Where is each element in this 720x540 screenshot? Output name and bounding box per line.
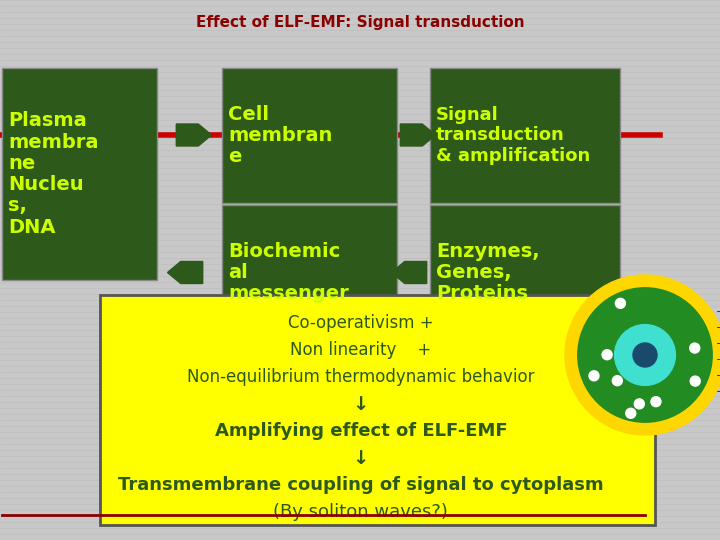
Circle shape: [633, 343, 657, 367]
Text: Non-equilibrium thermodynamic behavior: Non-equilibrium thermodynamic behavior: [187, 368, 534, 386]
Text: Transmembrane coupling of signal to cytoplasm: Transmembrane coupling of signal to cyto…: [118, 476, 603, 494]
Polygon shape: [400, 124, 436, 146]
Text: Co-operativism +: Co-operativism +: [288, 314, 433, 332]
Bar: [222, 68, 397, 203]
Bar: [430, 205, 620, 340]
Circle shape: [577, 288, 712, 422]
Text: Cell
membran
e: Cell membran e: [228, 105, 333, 166]
Text: ↓: ↓: [353, 395, 369, 414]
Bar: [222, 205, 397, 340]
Text: Effect of ELF-EMF: Signal transduction: Effect of ELF-EMF: Signal transduction: [196, 15, 524, 30]
Text: Enzymes,
Genes,
Proteins: Enzymes, Genes, Proteins: [436, 242, 539, 303]
Circle shape: [565, 275, 720, 435]
Bar: [100, 295, 655, 525]
Circle shape: [690, 376, 701, 386]
Text: Non linearity    +: Non linearity +: [290, 341, 431, 359]
Circle shape: [612, 376, 622, 386]
Text: Signal
transduction
& amplification: Signal transduction & amplification: [436, 106, 590, 165]
Polygon shape: [392, 261, 427, 284]
Text: ↓: ↓: [353, 449, 369, 468]
Circle shape: [615, 325, 675, 386]
Circle shape: [616, 298, 626, 308]
Polygon shape: [176, 124, 212, 146]
Circle shape: [690, 343, 700, 353]
Circle shape: [589, 371, 599, 381]
Text: Plasma
membra
ne
Nucleu
s,
DNA: Plasma membra ne Nucleu s, DNA: [8, 111, 99, 237]
Circle shape: [651, 397, 661, 407]
Text: Amplifying effect of ELF-EMF: Amplifying effect of ELF-EMF: [215, 422, 507, 440]
Circle shape: [602, 350, 612, 360]
Circle shape: [634, 399, 644, 409]
Polygon shape: [168, 261, 203, 284]
Circle shape: [626, 408, 636, 418]
Bar: [2, 68, 157, 280]
Text: Biochemic
al
messenger: Biochemic al messenger: [228, 242, 348, 303]
Bar: [430, 68, 620, 203]
Text: (By soliton waves?): (By soliton waves?): [274, 503, 449, 521]
